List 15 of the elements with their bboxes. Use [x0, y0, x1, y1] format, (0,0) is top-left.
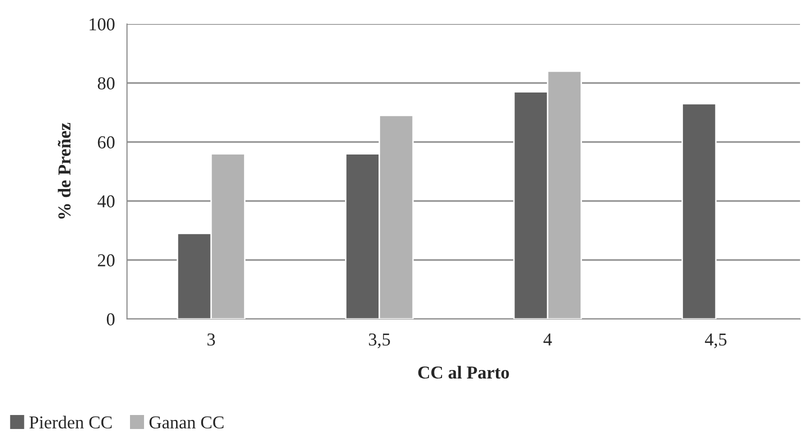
y-tick-label: 100 [90, 18, 115, 30]
y-tick-label: 20 [98, 254, 115, 266]
y-tick-label: 80 [98, 77, 115, 90]
x-tick-label: 3 [207, 333, 215, 346]
y-tick-label: 0 [106, 313, 115, 326]
legend-label: Pierden CC [29, 416, 112, 428]
bar [682, 102, 717, 319]
y-axis-title: % de Preñez [58, 122, 71, 219]
x-tick-label: 4,5 [704, 334, 726, 348]
x-tick-label: 3,5 [368, 333, 390, 348]
x-axis-title: CC al Parto [418, 366, 509, 379]
legend-label: Ganan CC [149, 416, 224, 428]
y-tick-label: 60 [98, 136, 115, 148]
y-tick-label: 40 [97, 195, 115, 208]
x-tick-label: 4 [543, 334, 552, 346]
